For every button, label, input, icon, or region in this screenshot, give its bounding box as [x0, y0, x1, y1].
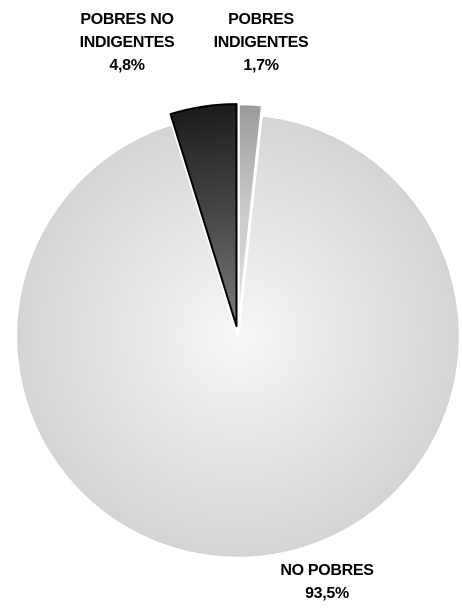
pie-slice-no-pobres: [14, 114, 462, 560]
slice-label-pobres-indigentes: POBRES INDIGENTES 1,7%: [213, 11, 309, 74]
slices-layer: [14, 102, 462, 560]
pie-slice-pobres-no-indigentes: [169, 103, 238, 328]
slice-label-no-pobres: NO POBRES 93,5%: [280, 562, 374, 602]
slice-label-pobres-no-indigentes: POBRES NO INDIGENTES 4,8%: [79, 11, 175, 74]
